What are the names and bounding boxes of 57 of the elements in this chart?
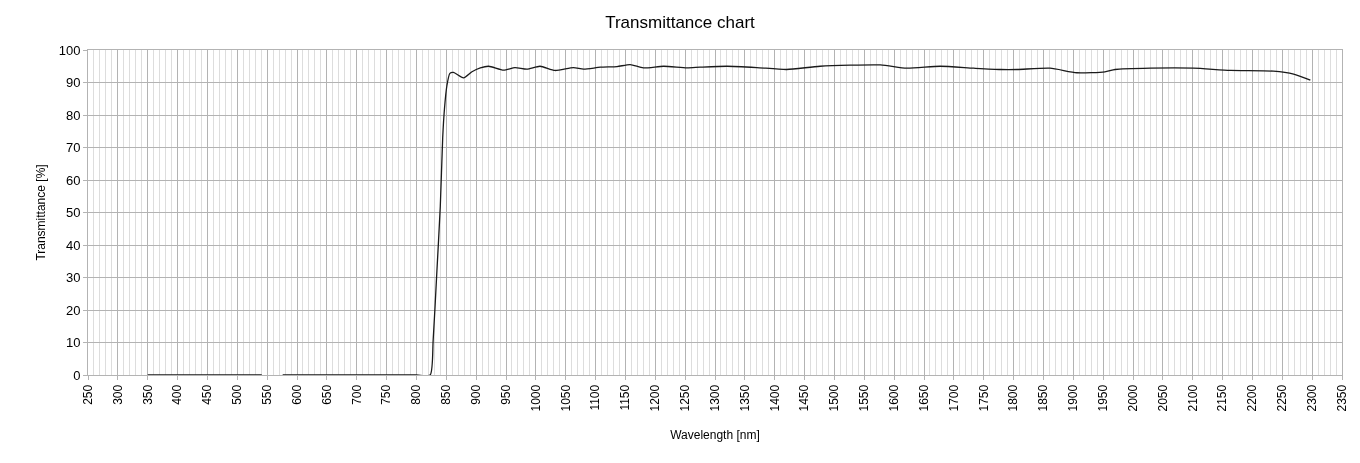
y-tick-label: 0 [73, 367, 81, 383]
x-tick-label: 250 [80, 384, 95, 405]
x-tick-label: 2000 [1125, 384, 1140, 412]
x-tick-label: 1200 [648, 384, 663, 412]
y-tick-label: 90 [65, 75, 81, 91]
x-tick-label: 650 [319, 384, 334, 405]
x-tick-label: 1350 [737, 384, 752, 412]
y-tick-label: 10 [65, 335, 81, 351]
x-tick-label: 550 [260, 384, 275, 405]
y-tick-label: 70 [65, 140, 81, 156]
x-tick-label: 350 [140, 384, 155, 405]
x-tick-label: 300 [110, 384, 125, 405]
y-axis-title: Transmittance [%] [34, 164, 48, 261]
x-tick-label: 1700 [946, 384, 961, 412]
x-tick-label: 1500 [827, 384, 842, 412]
x-tick-label: 1650 [916, 384, 931, 412]
x-tick-label: 1450 [797, 384, 812, 412]
x-tick-label: 850 [439, 384, 454, 405]
x-tick-label: 1750 [976, 384, 991, 412]
x-tick-label: 1550 [857, 384, 872, 412]
x-tick-label: 2100 [1185, 384, 1200, 412]
x-tick-label: 1950 [1096, 384, 1111, 412]
x-tick-label: 900 [469, 384, 484, 405]
x-tick-label: 1000 [528, 384, 543, 412]
y-tick-label: 80 [65, 107, 81, 123]
x-tick-label: 800 [409, 384, 424, 405]
x-axis-title: Wavelength [nm] [670, 428, 760, 443]
x-tick-label: 450 [200, 384, 215, 405]
x-tick-label: 1050 [558, 384, 573, 412]
x-tick-label: 2200 [1245, 384, 1260, 412]
y-tick-label: 60 [65, 172, 81, 188]
x-tick-label: 700 [349, 384, 364, 405]
x-tick-label: 1400 [767, 384, 782, 412]
y-tick-label: 100 [58, 42, 81, 58]
x-tick-label: 1250 [678, 384, 693, 412]
x-tick-label: 600 [289, 384, 304, 405]
x-tick-label: 1150 [618, 384, 633, 411]
y-tick-label: 40 [65, 237, 81, 253]
y-tick-label: 50 [65, 205, 81, 221]
x-tick-label: 500 [230, 384, 245, 405]
x-tick-label: 2350 [1334, 384, 1349, 412]
y-tick-label: 30 [65, 270, 81, 286]
x-tick-label: 1850 [1036, 384, 1051, 412]
x-tick-label: 750 [379, 384, 394, 405]
x-tick-label: 950 [498, 384, 513, 405]
x-tick-label: 1800 [1006, 384, 1021, 412]
x-tick-label: 1900 [1066, 384, 1081, 412]
x-tick-label: 1600 [887, 384, 902, 412]
x-tick-label: 2300 [1305, 384, 1320, 412]
x-tick-label: 2250 [1275, 384, 1290, 412]
y-tick-label: 20 [65, 302, 81, 318]
x-tick-label: 1100 [588, 384, 603, 411]
x-tick-label: 400 [170, 384, 185, 405]
x-tick-label: 2050 [1155, 384, 1170, 412]
x-tick-label: 1300 [707, 384, 722, 412]
x-tick-label: 2150 [1215, 384, 1230, 412]
chart-title: Transmittance chart [605, 13, 756, 33]
